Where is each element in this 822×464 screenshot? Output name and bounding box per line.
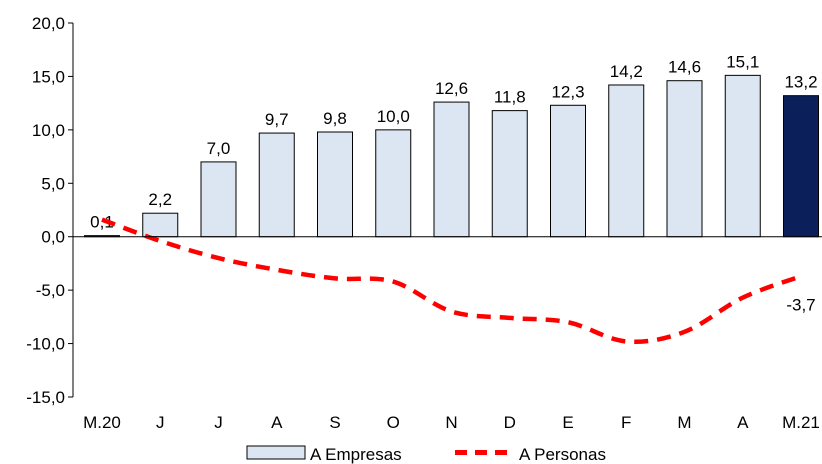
x-tick-label: M.20	[83, 413, 121, 432]
y-tick-label: -10,0	[26, 335, 65, 354]
bar	[142, 212, 179, 238]
x-tick-label: S	[329, 413, 340, 432]
legend-label-empresas: A Empresas	[310, 445, 402, 464]
legend-swatch-empresas	[246, 445, 306, 460]
bar-value-label: 10,0	[377, 107, 410, 126]
y-tick-label: 10,0	[32, 121, 65, 140]
bar	[724, 74, 761, 238]
bar	[200, 161, 237, 238]
bar	[666, 80, 703, 238]
bar-value-label: 14,6	[668, 58, 701, 77]
x-tick-label: E	[562, 413, 573, 432]
bar	[433, 101, 470, 238]
x-tick-label: M.21	[782, 413, 820, 432]
bar	[491, 110, 528, 238]
bar	[608, 84, 645, 238]
line-end-label: -3,7	[786, 295, 815, 314]
x-tick-label: O	[387, 413, 400, 432]
x-tick-label: A	[737, 413, 749, 432]
bar-value-label: 0,1	[90, 213, 114, 232]
bar-data-labels: 0,1 2,2 7,0 9,7 9,8 10,0 12,6 11,8 12,3 14,2 14,6 1…	[90, 52, 817, 231]
x-tick-label: J	[214, 413, 223, 432]
x-tick-label: A	[271, 413, 283, 432]
y-tick-label: 5,0	[41, 174, 65, 193]
bar	[258, 132, 295, 238]
legend: A Empresas A Personas	[246, 445, 606, 464]
line-path	[101, 217, 802, 345]
y-tick-label: 15,0	[32, 67, 65, 86]
line-series-personas: -3,7	[101, 217, 816, 345]
bar-value-label: 12,6	[435, 79, 468, 98]
bar-value-label: 9,7	[265, 110, 289, 129]
bar-value-label: 2,2	[148, 190, 172, 209]
y-tick-label: 0,0	[41, 228, 65, 247]
y-tick-label: -5,0	[36, 281, 65, 300]
bar	[375, 129, 412, 238]
y-axis: 20,0 15,0 10,0 5,0 0,0 -5,0 -10,0 -15,0	[26, 14, 74, 407]
bar-value-label: 9,8	[323, 109, 347, 128]
bar-value-label: 13,2	[784, 73, 817, 92]
bar-value-label: 7,0	[207, 139, 231, 158]
x-tick-label: J	[156, 413, 165, 432]
x-tick-label: M	[677, 413, 691, 432]
y-tick-label: -15,0	[26, 388, 65, 407]
x-axis: M.20 J J A S O N D E F M A M.21	[73, 236, 822, 432]
x-tick-label: D	[504, 413, 516, 432]
bar-value-label: 14,2	[610, 62, 643, 81]
y-tick-label: 20,0	[32, 14, 65, 33]
x-tick-label: F	[621, 413, 631, 432]
bar	[783, 95, 819, 238]
legend-label-personas: A Personas	[519, 445, 606, 464]
bars-series-empresas	[84, 74, 819, 238]
x-tick-label: N	[445, 413, 457, 432]
bar-value-label: 11,8	[494, 88, 526, 107]
bar	[550, 104, 586, 238]
bar-value-label: 15,1	[726, 52, 759, 71]
bar	[317, 131, 353, 238]
bar-value-label: 12,3	[551, 82, 584, 101]
